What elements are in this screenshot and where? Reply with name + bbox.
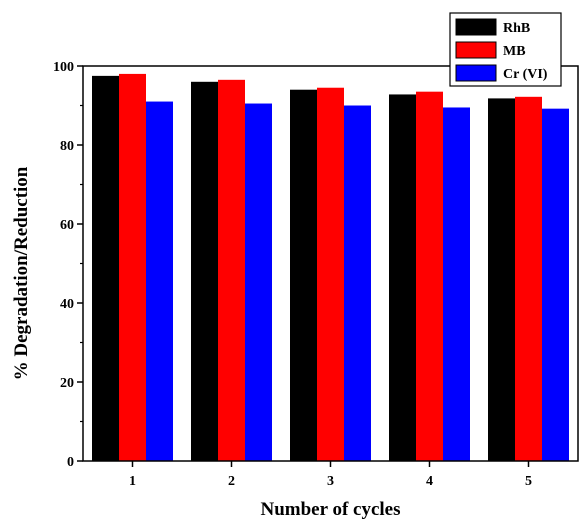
- y-tick-label: 0: [67, 455, 74, 470]
- bar-mb-3: [317, 87, 344, 461]
- bar-rhb-3: [290, 89, 317, 461]
- y-tick-label: 20: [60, 376, 74, 391]
- y-axis-title: % Degradation/Reduction: [11, 166, 32, 380]
- tick-labels: 0 20 40 60 80 100 1 2 3 4 5: [53, 60, 532, 489]
- legend-label: RhB: [503, 21, 530, 36]
- bars: [92, 73, 569, 462]
- bar-mb-4: [416, 91, 443, 462]
- legend-swatch: [455, 41, 497, 59]
- x-tick-label: 3: [327, 474, 334, 489]
- bar-rhb-5: [488, 98, 515, 461]
- legend-swatch: [455, 18, 497, 36]
- y-tick-label: 80: [60, 139, 74, 154]
- bar-cr-vi-2: [245, 103, 272, 462]
- bar-cr-vi-5: [542, 108, 569, 461]
- bar-rhb-4: [389, 94, 416, 461]
- bar-rhb-1: [92, 75, 119, 461]
- bar-rhb-2: [191, 81, 218, 462]
- bar-cr-vi-1: [146, 101, 173, 462]
- axes: [77, 65, 579, 467]
- x-tick-label: 1: [129, 474, 136, 489]
- legend-label: MB: [503, 44, 526, 59]
- x-tick-label: 2: [228, 474, 235, 489]
- y-tick-label: 100: [53, 60, 74, 75]
- bar-cr-vi-4: [443, 107, 470, 461]
- legend-swatch: [455, 64, 497, 82]
- bar-mb-5: [515, 96, 542, 461]
- x-axis-title: Number of cycles: [260, 499, 400, 519]
- legend-label: Cr (VI): [503, 67, 548, 82]
- bar-mb-2: [218, 79, 245, 461]
- x-tick-label: 5: [525, 474, 532, 489]
- bar-cr-vi-3: [344, 105, 371, 461]
- legend: RhB MB Cr (VI): [449, 12, 562, 87]
- y-tick-label: 40: [60, 297, 74, 312]
- x-tick-label: 4: [426, 474, 433, 489]
- bar-mb-1: [119, 73, 146, 462]
- y-tick-label: 60: [60, 218, 74, 233]
